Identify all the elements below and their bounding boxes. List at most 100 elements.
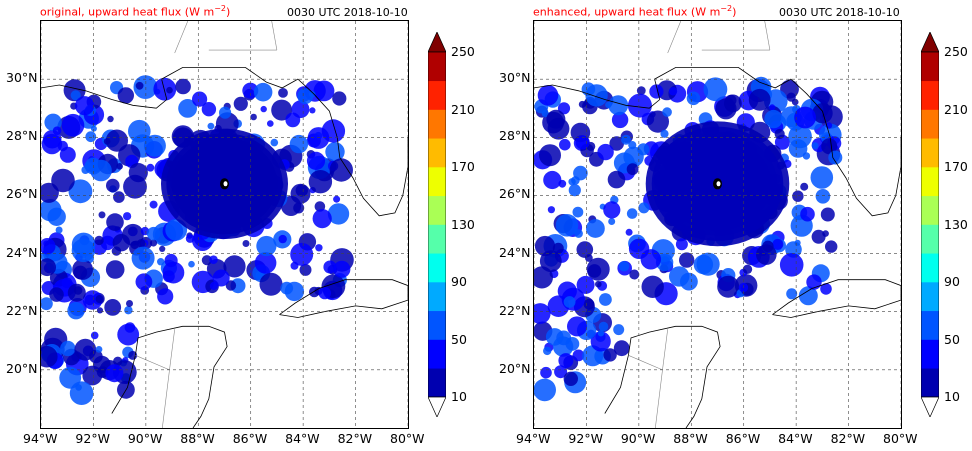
right-flux-cell xyxy=(717,275,740,298)
left-flux-cell xyxy=(157,288,174,305)
right-colorbar-segment xyxy=(921,52,939,82)
right-colorbar-tick-label: 130 xyxy=(944,216,968,232)
left-flux-cell xyxy=(96,307,104,314)
right-colorbar-over-arrow xyxy=(920,31,940,53)
right-flux-cell xyxy=(585,254,593,262)
left-flux-cell xyxy=(333,195,341,203)
left-flux-cell xyxy=(61,113,85,137)
right-flux-cell xyxy=(534,303,551,324)
right-colorbar-tick-label: 50 xyxy=(944,331,960,347)
right-flux-cell xyxy=(806,274,822,290)
left-flux-cell xyxy=(135,273,153,291)
left-flux-cell xyxy=(192,91,208,107)
left-lon-tick-label: 94°W xyxy=(23,431,58,446)
left-flux-cell xyxy=(212,269,230,287)
right-flux-cell xyxy=(554,365,568,379)
right-lat-tick-label: 22°N xyxy=(499,302,531,318)
left-flux-cell xyxy=(98,211,106,219)
left-flux-cell xyxy=(159,245,166,252)
right-flux-cell xyxy=(586,257,610,281)
right-flux-cell xyxy=(791,98,799,106)
left-flux-cell xyxy=(131,246,155,270)
left-flux-cell xyxy=(105,260,125,279)
left-colorbar: 10 50 90 130 170 210 250 xyxy=(427,31,488,418)
left-flux-cell xyxy=(135,81,144,90)
left-flux-cell xyxy=(164,253,178,268)
left-flux-cell xyxy=(71,238,96,263)
left-flux-cell xyxy=(267,120,274,127)
left-flux-cell xyxy=(309,286,320,298)
right-flux-cell xyxy=(595,280,602,288)
left-flux-cell xyxy=(123,174,147,199)
right-flux-cell xyxy=(586,219,605,238)
right-flux-cell xyxy=(811,142,819,150)
right-flux-cell xyxy=(679,252,695,268)
right-flux-cell xyxy=(628,238,650,259)
left-flux-cell xyxy=(111,246,122,256)
left-flux-cell xyxy=(69,381,94,406)
left-flux-cell xyxy=(299,263,312,276)
right-flux-cell xyxy=(576,275,595,294)
left-flux-cell xyxy=(175,78,191,95)
left-flux-cell xyxy=(89,349,103,364)
right-colorbar-segment xyxy=(921,195,939,225)
right-lat-tick-label: 28°N xyxy=(499,128,531,144)
left-flux-cell xyxy=(333,260,351,278)
right-colorbar-segment xyxy=(921,167,939,197)
left-flux-cell xyxy=(113,356,123,366)
right-colorbar-svg xyxy=(920,31,940,418)
left-flux-cell xyxy=(82,365,103,386)
left-map xyxy=(40,20,409,429)
left-flux-cell xyxy=(146,226,161,241)
left-flux-cell xyxy=(207,122,215,130)
left-flux-cell xyxy=(143,134,166,157)
left-lon-tick-label: 90°W xyxy=(127,431,163,446)
left-flux-cell xyxy=(242,240,250,247)
right-flux-cell xyxy=(820,207,835,222)
right-flux-cell xyxy=(769,104,776,111)
right-flux-cell xyxy=(822,230,829,237)
left-flux-cell xyxy=(133,75,158,99)
right-border-line xyxy=(628,355,663,371)
right-flux-cell xyxy=(811,229,826,244)
right-map xyxy=(533,20,902,429)
right-flux-cell xyxy=(649,84,664,99)
right-flux-field xyxy=(534,76,843,402)
left-colorbar-segment xyxy=(428,368,446,398)
right-flux-cell xyxy=(590,331,611,352)
right-flux-cell xyxy=(537,85,559,106)
right-flux-cell xyxy=(608,218,616,225)
left-colorbar-segment xyxy=(428,195,446,225)
right-flux-cell xyxy=(686,91,701,106)
right-flux-cell xyxy=(772,238,784,250)
left-storm-eye-center xyxy=(223,181,228,187)
left-colorbar-tick-label: 170 xyxy=(451,159,475,174)
right-flux-cell xyxy=(598,321,609,332)
left-flux-cell xyxy=(128,119,151,143)
right-gulf-coastline xyxy=(534,67,901,217)
left-flux-cell xyxy=(106,178,120,193)
left-colorbar-svg xyxy=(427,31,447,418)
left-flux-cell xyxy=(126,300,133,307)
right-flux-cell xyxy=(540,366,552,379)
right-lon-tick-label: 86°W xyxy=(725,431,761,446)
left-flux-cell xyxy=(297,88,314,105)
right-colorbar-segment xyxy=(921,138,939,168)
left-flux-cell xyxy=(290,183,311,204)
right-flux-cell xyxy=(738,282,749,293)
right-flux-cell xyxy=(774,128,785,140)
left-flux-cell xyxy=(90,125,97,132)
right-colorbar-tick-label: 90 xyxy=(944,274,960,289)
left-flux-cell xyxy=(67,283,86,302)
right-flux-cell xyxy=(637,143,650,156)
left-flux-cell xyxy=(90,331,99,340)
right-colorbar-tick-label: 170 xyxy=(944,159,968,174)
right-panel: enhanced, upward heat flux (W m−2) 0030 … xyxy=(486,0,972,451)
left-panel-time: 0030 UTC 2018-10-10 xyxy=(287,6,408,19)
left-colorbar-under-arrow xyxy=(427,396,447,418)
right-flux-cell xyxy=(680,272,698,291)
left-colorbar-segment xyxy=(428,282,446,312)
left-flux-cell xyxy=(41,297,53,311)
left-border-line xyxy=(271,21,278,51)
right-flux-cell xyxy=(597,143,614,161)
